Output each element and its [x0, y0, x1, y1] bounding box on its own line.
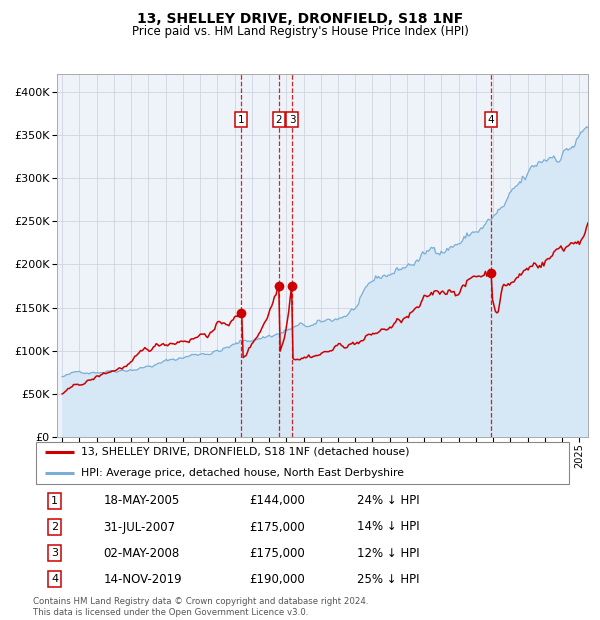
Text: 25% ↓ HPI: 25% ↓ HPI — [357, 573, 419, 585]
Text: 4: 4 — [51, 574, 58, 584]
Text: 2: 2 — [276, 115, 283, 125]
Text: 3: 3 — [289, 115, 295, 125]
Text: 3: 3 — [51, 548, 58, 558]
Text: £175,000: £175,000 — [249, 547, 305, 559]
Text: Contains HM Land Registry data © Crown copyright and database right 2024.
This d: Contains HM Land Registry data © Crown c… — [33, 598, 368, 617]
Text: HPI: Average price, detached house, North East Derbyshire: HPI: Average price, detached house, Nort… — [80, 468, 404, 478]
Text: 2: 2 — [51, 522, 58, 532]
Text: 24% ↓ HPI: 24% ↓ HPI — [357, 495, 419, 507]
Text: £190,000: £190,000 — [249, 573, 305, 585]
Text: 12% ↓ HPI: 12% ↓ HPI — [357, 547, 419, 559]
Text: 4: 4 — [488, 115, 494, 125]
Text: Price paid vs. HM Land Registry's House Price Index (HPI): Price paid vs. HM Land Registry's House … — [131, 25, 469, 38]
Text: 02-MAY-2008: 02-MAY-2008 — [103, 547, 179, 559]
Text: 14% ↓ HPI: 14% ↓ HPI — [357, 521, 419, 533]
Text: 13, SHELLEY DRIVE, DRONFIELD, S18 1NF: 13, SHELLEY DRIVE, DRONFIELD, S18 1NF — [137, 12, 463, 27]
Text: 18-MAY-2005: 18-MAY-2005 — [103, 495, 179, 507]
Text: 1: 1 — [238, 115, 244, 125]
Text: 31-JUL-2007: 31-JUL-2007 — [103, 521, 175, 533]
Text: £175,000: £175,000 — [249, 521, 305, 533]
Text: 14-NOV-2019: 14-NOV-2019 — [103, 573, 182, 585]
Text: 13, SHELLEY DRIVE, DRONFIELD, S18 1NF (detached house): 13, SHELLEY DRIVE, DRONFIELD, S18 1NF (d… — [80, 447, 409, 457]
Text: £144,000: £144,000 — [249, 495, 305, 507]
FancyBboxPatch shape — [36, 441, 569, 484]
Text: 1: 1 — [51, 496, 58, 506]
